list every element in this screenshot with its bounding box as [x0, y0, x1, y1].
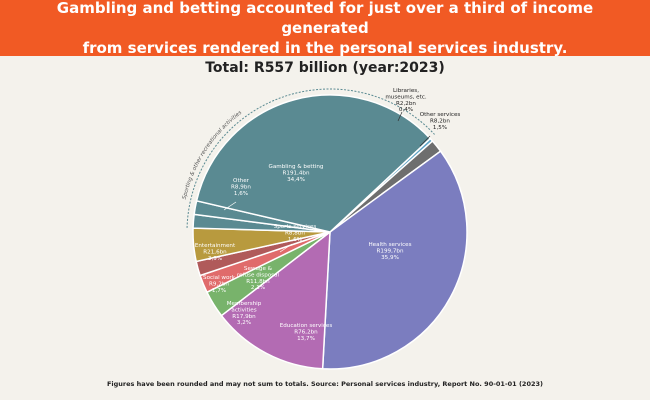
pie-slice-education-services: [220, 230, 331, 370]
data-label-gambling-betting: Gambling & betting R191,4bn 34,4%: [269, 164, 324, 183]
leader-line-other: [223, 201, 237, 211]
leader-line-other-services: [419, 135, 431, 147]
data-label-education-services: Education services R76,2bn 13,7%: [280, 323, 333, 342]
footnote: Figures have been rounded and may not su…: [106, 380, 543, 388]
data-label-membership-activities: Membership activities R17,9bn 3,2%: [227, 301, 262, 326]
chart-subtitle: Total: R557 billion (year:2023): [205, 60, 445, 76]
data-label-other: Other R8,9bn 1,6%: [231, 178, 251, 197]
title-banner: Gambling and betting accounted for just …: [0, 0, 650, 57]
data-label-other-services: Other services R8,2bn 1,5%: [420, 112, 461, 131]
data-label-sports-services: Sports services R8,8bn 1,6%: [274, 224, 317, 243]
leader-line-libraries-museums-etc-: [397, 111, 403, 122]
data-label-social-work: Social work R9,2bn 1,7%: [203, 275, 236, 294]
data-label-libraries-museums-etc-: Libraries, museums, etc. R2,2bn 0,4%: [385, 88, 427, 113]
pie-slice-gambling-betting: [195, 94, 432, 233]
data-label-sewage-refuse-disposal: Sewage & refuse disposal R11,8bn 2,1%: [237, 266, 280, 291]
chart-title: Gambling and betting accounted for just …: [56, 0, 594, 57]
group-bracket-arc: [186, 88, 435, 228]
pie-slice-health-services: [321, 150, 468, 370]
data-label-health-services: Health services R199,7bn 35,9%: [368, 242, 411, 261]
data-label-entertainment: Entertainment R21,6bn 3,9%: [195, 243, 236, 262]
leader-line-sports-services: [279, 243, 293, 253]
